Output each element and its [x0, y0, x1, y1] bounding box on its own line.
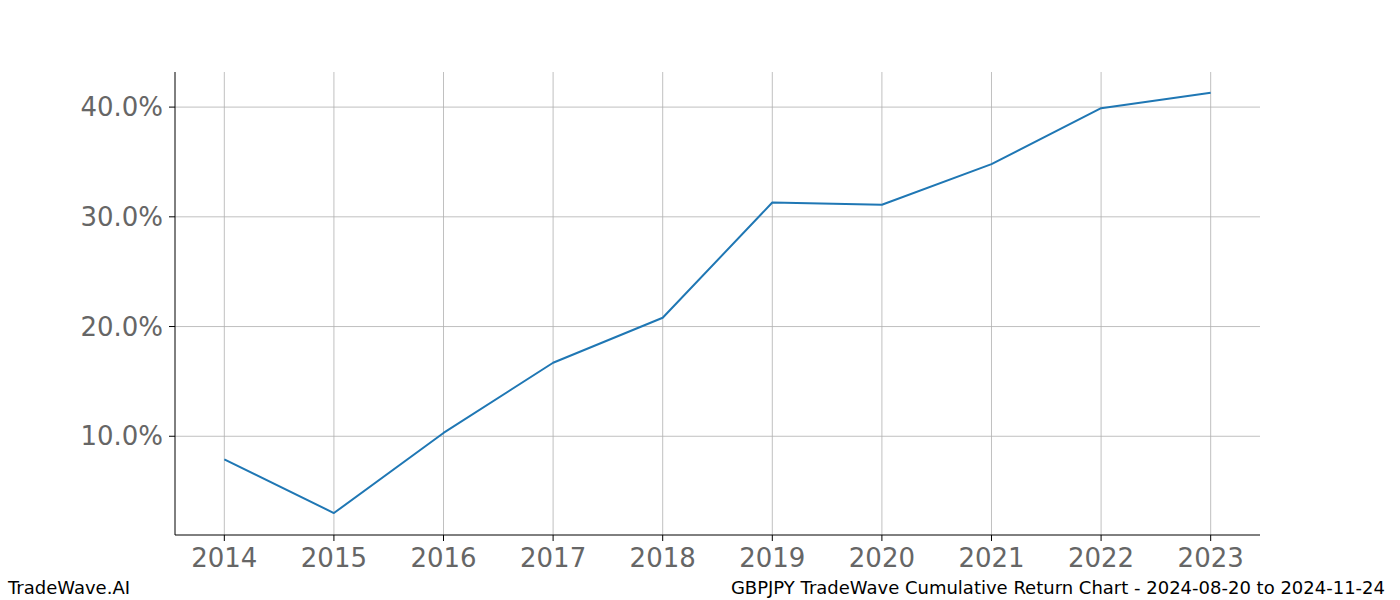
x-tick-label: 2022 [1068, 543, 1134, 573]
grid-line [991, 72, 992, 535]
line-series [224, 93, 1210, 513]
grid-line [772, 72, 773, 535]
grid-line [175, 216, 1260, 217]
grid [175, 72, 1260, 535]
y-tick-label: 10.0% [80, 421, 163, 451]
grid-line [881, 72, 882, 535]
watermark: TradeWave.AI [7, 577, 130, 598]
x-tick-label: 2018 [630, 543, 696, 573]
tick-mark [881, 535, 882, 541]
x-tick-label: 2017 [520, 543, 586, 573]
x-tick-label: 2020 [849, 543, 915, 573]
grid-line [224, 72, 225, 535]
grid-line [553, 72, 554, 535]
x-tick-label: 2015 [301, 543, 367, 573]
plot-area [224, 93, 1210, 513]
grid-line [1101, 72, 1102, 535]
tick-mark [662, 535, 663, 541]
x-tick-label: 2021 [958, 543, 1024, 573]
x-tick-label: 2014 [191, 543, 257, 573]
x-axis [175, 535, 1260, 536]
tick-mark [772, 535, 773, 541]
tick-mark [1210, 535, 1211, 541]
title: GBPJPY TradeWave Cumulative Return Chart… [731, 577, 1385, 598]
grid-line [175, 107, 1260, 108]
x-tick-label: 2019 [739, 543, 805, 573]
tick-mark [553, 535, 554, 541]
grid-line [175, 436, 1260, 437]
tick-mark [224, 535, 225, 541]
grid-line [662, 72, 663, 535]
grid-line [175, 326, 1260, 327]
y-axis [175, 72, 176, 535]
y-tick-label: 20.0% [80, 312, 163, 342]
chart: 2014 2015 2016 2017 2018 2019 2020 2021 2022 2023… [0, 0, 1400, 600]
tick-mark [169, 326, 175, 327]
y-tick-label: 30.0% [80, 202, 163, 232]
grid-line [443, 72, 444, 535]
y-tick-label: 40.0% [80, 92, 163, 122]
tick-mark [169, 107, 175, 108]
grid-line [333, 72, 334, 535]
tick-mark [1101, 535, 1102, 541]
tick-mark [443, 535, 444, 541]
tick-mark [169, 436, 175, 437]
tick-mark [991, 535, 992, 541]
x-tick-label: 2016 [410, 543, 476, 573]
grid-line [1210, 72, 1211, 535]
tick-mark [333, 535, 334, 541]
x-tick-label: 2023 [1178, 543, 1244, 573]
tick-mark [169, 216, 175, 217]
